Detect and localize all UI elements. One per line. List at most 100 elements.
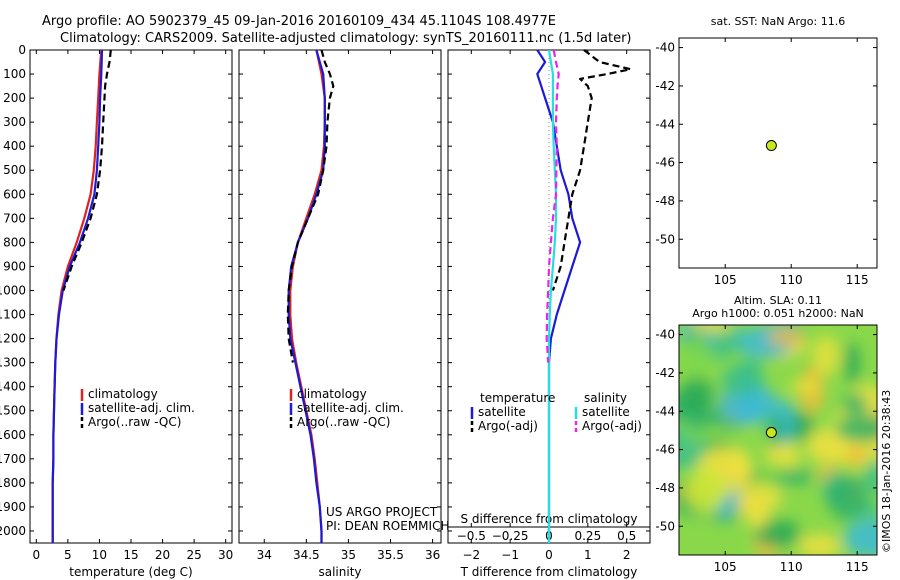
x-tick-label: 10 [92,548,107,562]
x-axis-label: T difference from climatology [460,565,638,579]
series-line-temperature-argo-raw-qc [62,49,112,291]
legend-label: Argo(..raw -QC) [88,415,181,429]
y-tick-label: 600 [3,187,26,201]
x-tick-label: 2 [623,548,631,562]
y-tick-label: 1600 [0,428,26,442]
y-tick-label: -48 [655,481,675,495]
y-tick-label: 1800 [0,476,26,490]
y-tick-label: -44 [655,117,675,131]
secondary-x-tick-label: −0.5 [457,529,486,543]
legend-title: salinity [584,391,627,405]
figure-subtitle: Climatology: CARS2009. Satellite-adjuste… [60,31,632,46]
legend-label: Argo(-adj) [478,419,538,433]
y-tick-label: -50 [655,519,675,533]
map-background [679,38,877,268]
heatmap-cell [745,503,770,529]
x-tick-label: 110 [780,273,803,287]
y-tick-label: 900 [3,259,26,273]
x-tick-label: 35.5 [377,548,404,562]
y-tick-label: 1100 [0,308,26,322]
float-position-marker [765,140,777,152]
x-tick-label: 20 [155,548,170,562]
plot-frame-temperature [29,49,233,544]
y-tick-label: 100 [3,67,26,81]
y-tick-label: -40 [655,41,675,55]
imos-watermark: ©IMOS 18-Jan-2016 20:38:43 [880,390,893,553]
y-tick-label: 200 [3,91,26,105]
x-tick-label: 30 [218,548,233,562]
heatmap-cell [730,449,750,484]
series-line-difference-salinity-argo-adj [545,49,560,363]
x-tick-label: −2 [462,548,480,562]
heatmap-cell [720,364,760,398]
x-tick-label: 25 [186,548,201,562]
x-tick-label: 1 [584,548,592,562]
legend-label: Argo(-adj) [582,419,642,433]
x-tick-label: 110 [780,560,803,574]
heatmap-cell [863,458,877,495]
heatmap-cell [846,446,866,465]
map-title: sat. SST: NaN Argo: 11.6 [711,15,845,28]
figure-title: Argo profile: AO 5902379_45 09-Jan-2016 … [42,14,556,29]
heatmap-cell [684,468,727,515]
x-tick-label: 105 [714,273,737,287]
y-tick-label: 1200 [0,332,26,346]
x-tick-label: 0 [545,548,553,562]
legend-label: Argo(..raw -QC) [297,415,390,429]
series-line-temperature-satellite-adj-clim [51,49,104,543]
y-tick-label: 1900 [0,500,26,514]
x-axis-label: temperature (deg C) [69,565,192,579]
y-tick-label: -46 [655,156,675,170]
x-tick-label: 115 [846,560,869,574]
series-line-salinity-argo-raw-qc [286,49,335,363]
legend-title: temperature [480,391,555,405]
y-tick-label: 500 [3,163,26,177]
plot-layer: 0100200300400500600700800900100011001200… [0,15,893,579]
series-line-salinity-satellite-adj-clim [287,49,326,543]
y-tick-label: 300 [3,115,26,129]
y-tick-label: 800 [3,235,26,249]
heatmap-cell [679,377,714,414]
plot-frame-salinity [238,49,442,544]
heatmap-cell [841,393,869,415]
sla-heatmap [679,325,877,555]
y-tick-label: -42 [655,366,675,380]
x-tick-label: 35 [341,548,356,562]
x-tick-label: 0 [32,548,40,562]
heatmap-cell [789,379,822,395]
x-tick-label: 36 [425,548,440,562]
x-tick-label: 105 [714,560,737,574]
heatmap-cell [806,429,846,464]
y-tick-label: 700 [3,211,26,225]
annotation-text: US ARGO PROJECT [326,505,438,519]
legend-label: climatology [88,387,158,401]
heatmap-cell [776,469,814,485]
secondary-x-tick-label: 0.5 [617,529,636,543]
map-title: Argo h1000: 0.051 h2000: NaN [692,307,864,320]
series-line-difference-temperature-argo-adj [551,49,632,291]
y-tick-label: -50 [655,232,675,246]
y-tick-label: 1500 [0,404,26,418]
heatmap-cell [844,342,861,385]
x-tick-label: 5 [64,548,72,562]
heatmap-field [679,325,877,555]
x-axis-label: salinity [318,565,361,579]
map-title: Altim. SLA: 0.11 [734,294,822,307]
float-position-marker [765,427,777,439]
heatmap-cell [754,519,801,548]
secondary-x-tick-label: −0.25 [492,529,529,543]
heatmap-cell [812,335,841,376]
heatmap-cell [778,442,800,469]
legend-label: satellite-adj. clim. [88,401,195,415]
y-tick-label: 1700 [0,452,26,466]
y-tick-label: -48 [655,194,675,208]
x-tick-label: 34 [257,548,272,562]
heatmap-cell [835,414,877,443]
y-tick-label: -40 [655,328,675,342]
heatmap-cell [797,534,841,555]
x-tick-label: 15 [123,548,138,562]
heatmap-cell [731,482,782,513]
x-tick-label: −1 [501,548,519,562]
y-tick-label: -46 [655,443,675,457]
